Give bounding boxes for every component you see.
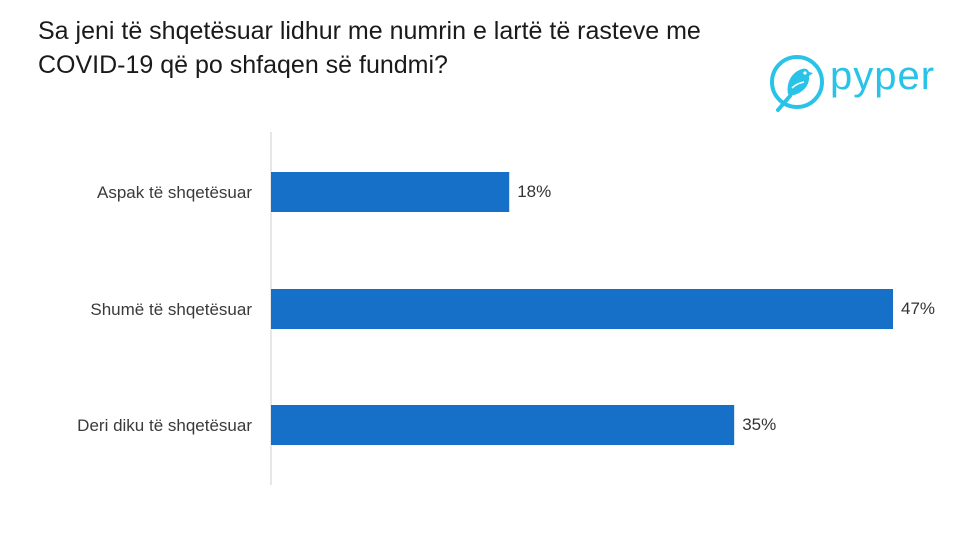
category-label-2: Deri diku të shqetësuar [77, 415, 252, 435]
category-label-1: Shumë të shqetësuar [90, 299, 252, 319]
pyper-logo: pyper [768, 52, 968, 114]
category-label-0: Aspak të shqetësuar [97, 182, 252, 202]
bar-1 [271, 289, 893, 329]
value-label-2: 35% [742, 415, 777, 434]
bar-0 [271, 172, 510, 212]
bird-icon [770, 55, 824, 112]
logo-text: pyper [830, 54, 936, 98]
value-label-1: 47% [901, 299, 936, 318]
chart-title: Sa jeni të shqetësuar lidhur me numrin e… [38, 17, 701, 79]
value-label-0: 18% [517, 182, 552, 201]
bar-2 [271, 405, 735, 445]
